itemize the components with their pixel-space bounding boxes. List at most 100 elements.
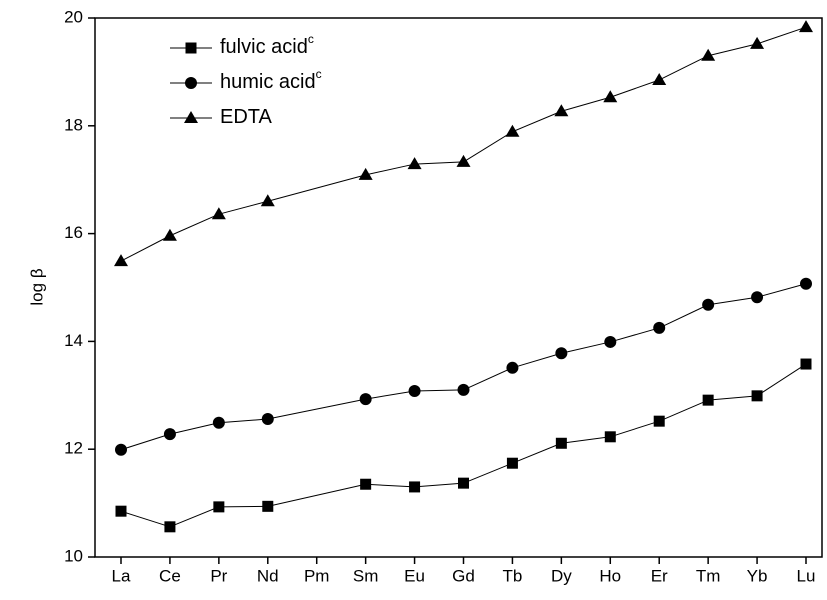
marker bbox=[163, 428, 176, 441]
marker bbox=[799, 20, 813, 33]
x-tick-label: Pr bbox=[210, 566, 227, 585]
marker bbox=[458, 477, 469, 489]
marker bbox=[185, 77, 197, 89]
x-tick-label: Pm bbox=[304, 566, 330, 585]
series-line bbox=[414, 482, 464, 488]
series-line bbox=[512, 352, 562, 369]
marker bbox=[262, 500, 274, 512]
series-line bbox=[414, 389, 464, 392]
y-tick-label: 12 bbox=[64, 439, 83, 458]
marker bbox=[653, 415, 665, 427]
series-line bbox=[120, 235, 171, 262]
series-line bbox=[267, 483, 366, 507]
series-line bbox=[561, 96, 611, 112]
marker bbox=[652, 72, 667, 85]
series-line bbox=[414, 161, 464, 165]
y-tick-label: 20 bbox=[64, 7, 83, 26]
x-tick-label: Tm bbox=[696, 566, 721, 585]
series-line bbox=[708, 43, 758, 57]
x-tick-label: Lu bbox=[797, 566, 816, 585]
marker bbox=[506, 361, 519, 374]
marker bbox=[751, 291, 764, 304]
marker bbox=[261, 413, 274, 426]
series-line bbox=[610, 420, 660, 438]
marker bbox=[653, 321, 666, 334]
series-line bbox=[218, 505, 268, 508]
marker bbox=[260, 194, 275, 207]
marker bbox=[701, 48, 716, 61]
x-tick-label: Gd bbox=[452, 566, 475, 585]
legend-name: humic acid bbox=[220, 71, 316, 93]
series-line bbox=[365, 390, 415, 400]
series-line bbox=[512, 110, 562, 133]
series-line bbox=[267, 174, 366, 202]
series-line bbox=[708, 395, 758, 401]
series-line bbox=[610, 327, 660, 343]
marker bbox=[359, 393, 372, 406]
y-axis-label: log β bbox=[27, 268, 46, 305]
marker bbox=[702, 298, 715, 311]
marker bbox=[751, 390, 763, 402]
series-line bbox=[218, 200, 268, 215]
marker bbox=[213, 501, 225, 513]
marker bbox=[604, 431, 616, 443]
marker bbox=[162, 228, 177, 241]
marker bbox=[115, 505, 127, 517]
series-line bbox=[120, 510, 171, 528]
legend-label: fulvic acidc bbox=[220, 32, 314, 58]
marker bbox=[506, 457, 518, 469]
marker bbox=[360, 478, 372, 490]
marker bbox=[800, 358, 812, 370]
x-tick-label: Ce bbox=[159, 566, 181, 585]
legend-superscript: c bbox=[316, 67, 322, 81]
legend-superscript: c bbox=[308, 32, 314, 46]
x-tick-label: Er bbox=[651, 566, 668, 585]
series-line bbox=[267, 398, 366, 420]
marker bbox=[164, 521, 176, 533]
marker bbox=[407, 157, 422, 170]
y-tick-label: 14 bbox=[64, 331, 83, 350]
marker bbox=[185, 42, 197, 54]
marker bbox=[456, 154, 471, 167]
marker bbox=[114, 254, 128, 267]
x-tick-label: Eu bbox=[404, 566, 425, 585]
series-line bbox=[659, 304, 709, 329]
x-tick-label: Yb bbox=[747, 566, 768, 585]
marker bbox=[555, 347, 568, 360]
marker bbox=[555, 437, 567, 449]
series-line bbox=[610, 79, 660, 98]
series-line bbox=[463, 462, 513, 484]
marker bbox=[702, 394, 714, 406]
series-line bbox=[512, 442, 562, 464]
y-tick-label: 16 bbox=[64, 223, 83, 242]
marker bbox=[212, 416, 225, 429]
series-line bbox=[463, 131, 513, 163]
x-tick-label: La bbox=[112, 566, 131, 585]
marker bbox=[457, 383, 470, 396]
marker bbox=[603, 90, 618, 103]
series-line bbox=[218, 418, 268, 424]
x-tick-label: Dy bbox=[551, 566, 572, 585]
marker bbox=[505, 124, 520, 137]
marker bbox=[554, 104, 569, 117]
series-line bbox=[659, 399, 709, 422]
series-line bbox=[169, 213, 220, 237]
marker bbox=[358, 167, 373, 180]
x-tick-label: Nd bbox=[257, 566, 279, 585]
marker bbox=[211, 207, 226, 220]
plot-frame bbox=[94, 17, 823, 558]
series-line bbox=[365, 163, 415, 176]
series-line bbox=[169, 422, 219, 435]
series-line bbox=[756, 283, 807, 298]
marker bbox=[409, 481, 421, 493]
series-line bbox=[756, 363, 807, 397]
marker bbox=[604, 335, 617, 348]
series-line bbox=[561, 436, 611, 444]
y-tick-label: 18 bbox=[64, 115, 83, 134]
series-line bbox=[120, 433, 171, 451]
x-tick-label: Tb bbox=[503, 566, 523, 585]
legend-label: EDTA bbox=[220, 106, 273, 128]
legend-label: humic acidc bbox=[220, 67, 322, 93]
series-line bbox=[561, 341, 611, 354]
